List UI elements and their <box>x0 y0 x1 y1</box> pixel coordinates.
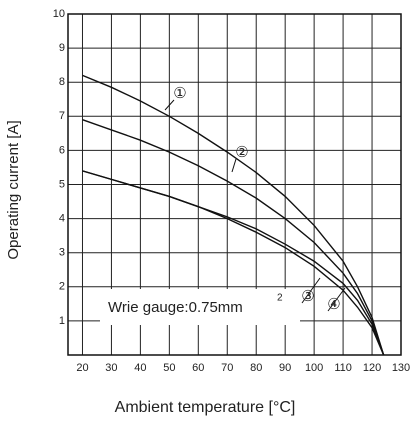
annotation-box <box>100 289 300 325</box>
x-tick-label: 40 <box>134 362 146 374</box>
x-tick-label: 50 <box>163 362 175 374</box>
y-tick-label: 7 <box>59 110 65 122</box>
y-tick-label: 1 <box>59 315 65 327</box>
y-axis-title: Operating current [A] <box>5 120 22 259</box>
x-tick-label: 20 <box>76 362 88 374</box>
y-tick-label: 5 <box>59 178 65 190</box>
x-tick-label: 30 <box>105 362 117 374</box>
x-tick-label: 90 <box>279 362 291 374</box>
y-tick-label: 4 <box>59 213 65 225</box>
x-tick-label: 70 <box>221 362 233 374</box>
label-leader <box>327 287 346 312</box>
y-tick-label: 3 <box>59 247 65 259</box>
y-tick-label: 10 <box>53 8 65 20</box>
series-label: ③ <box>301 288 314 305</box>
series-line <box>82 170 385 356</box>
y-tick-label: 6 <box>59 144 65 156</box>
x-tick-label: 130 <box>392 362 410 374</box>
series-label: ① <box>173 85 186 102</box>
series-label: ② <box>235 144 248 161</box>
y-tick-label: 8 <box>59 76 65 88</box>
y-tick-label: 2 <box>59 281 65 293</box>
plot-frame <box>67 13 402 356</box>
series-line <box>82 74 385 356</box>
label-leader <box>164 99 175 111</box>
annotation-superscript: 2 <box>277 293 283 304</box>
series-label: ④ <box>327 296 340 313</box>
y-tick-label: 9 <box>59 42 65 54</box>
annotation: Wrie gauge:0.75mm <box>108 299 243 316</box>
series-line <box>82 170 385 356</box>
series-line <box>82 119 385 356</box>
x-tick-label: 110 <box>334 362 352 374</box>
x-tick-label: 60 <box>192 362 204 374</box>
x-tick-label: 100 <box>305 362 323 374</box>
label-leader <box>301 277 321 304</box>
label-leader <box>231 158 237 173</box>
x-tick-label: 80 <box>250 362 262 374</box>
x-axis-title: Ambient temperature [°C] <box>115 399 296 416</box>
x-tick-label: 120 <box>363 362 381 374</box>
